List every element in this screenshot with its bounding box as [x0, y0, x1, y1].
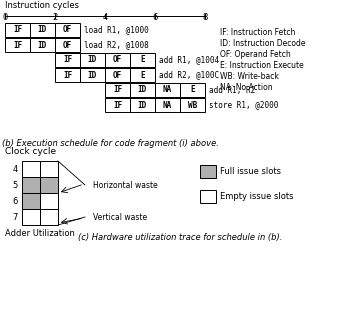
Bar [22, 193, 40, 209]
Text: IF: Instruction Fetch: IF: Instruction Fetch [220, 28, 295, 37]
Bar [5, 23, 30, 37]
Text: Empty issue slots: Empty issue slots [220, 192, 293, 201]
Text: NA: No Action: NA: No Action [220, 83, 273, 92]
Bar [130, 68, 155, 82]
Text: IF: IF [63, 55, 72, 65]
Text: 6: 6 [152, 13, 158, 22]
Bar [55, 38, 80, 52]
Bar [105, 53, 130, 67]
Text: ID: Instruction Decode: ID: Instruction Decode [220, 39, 305, 48]
Text: ID: ID [138, 86, 147, 94]
Bar [155, 98, 180, 112]
Text: OF: OF [63, 26, 72, 34]
Text: ID: ID [138, 100, 147, 110]
Text: WB: WB [188, 100, 197, 110]
Text: IF: IF [13, 26, 22, 34]
Bar [130, 98, 155, 112]
Bar [105, 83, 130, 97]
Bar [40, 193, 58, 209]
Text: E: E [140, 55, 145, 65]
Text: OF: OF [113, 71, 122, 79]
Text: (b) Execution schedule for code fragment (i) above.: (b) Execution schedule for code fragment… [1, 139, 218, 148]
Text: store R1, @2000: store R1, @2000 [209, 100, 278, 110]
Text: 6: 6 [13, 196, 18, 206]
Text: 0: 0 [3, 13, 8, 22]
Text: IF: IF [113, 86, 122, 94]
Bar [155, 83, 180, 97]
Bar [105, 68, 130, 82]
Bar [180, 83, 205, 97]
Bar [22, 209, 40, 225]
Bar [130, 53, 155, 67]
Bar [55, 68, 80, 82]
Text: 2: 2 [52, 13, 58, 22]
Text: Horizontal waste: Horizontal waste [93, 180, 158, 190]
Text: load R1, @1000: load R1, @1000 [84, 26, 149, 34]
Text: 4: 4 [103, 13, 108, 22]
Bar [180, 98, 205, 112]
Text: NA: NA [163, 100, 172, 110]
Text: ID: ID [38, 26, 47, 34]
Bar [40, 161, 58, 177]
Bar [80, 68, 105, 82]
Text: E: E [140, 71, 145, 79]
Text: 5: 5 [13, 180, 18, 190]
Bar [105, 98, 130, 112]
Bar [22, 177, 40, 193]
Bar [200, 190, 216, 203]
Bar [80, 53, 105, 67]
Text: E: E [190, 86, 195, 94]
Bar [200, 165, 216, 178]
Text: WB: Write-back: WB: Write-back [220, 72, 279, 81]
Text: Clock cycle: Clock cycle [5, 147, 56, 156]
Bar [40, 177, 58, 193]
Bar [55, 53, 80, 67]
Text: ID: ID [38, 40, 47, 50]
Text: Full issue slots: Full issue slots [220, 167, 281, 176]
Text: ID: ID [88, 55, 97, 65]
Text: Vertical waste: Vertical waste [93, 213, 147, 221]
Text: NA: NA [163, 86, 172, 94]
Bar [130, 83, 155, 97]
Text: OF: OF [63, 40, 72, 50]
Bar [5, 38, 30, 52]
Text: E: Instruction Execute: E: Instruction Execute [220, 61, 304, 70]
Text: OF: OF [113, 55, 122, 65]
Text: 4: 4 [13, 165, 18, 174]
Text: 8: 8 [202, 13, 208, 22]
Text: add R1, @1004: add R1, @1004 [159, 55, 219, 65]
Text: IF: IF [13, 40, 22, 50]
Bar [40, 209, 58, 225]
Text: IF: IF [113, 100, 122, 110]
Text: load R2, @1008: load R2, @1008 [84, 40, 149, 50]
Bar [55, 23, 80, 37]
Text: OF: Operand Fetch: OF: Operand Fetch [220, 50, 291, 59]
Text: (c) Hardware utilization trace for schedule in (b).: (c) Hardware utilization trace for sched… [78, 233, 282, 242]
Text: add R2, @100C: add R2, @100C [159, 71, 219, 79]
Bar [22, 161, 40, 177]
Text: 7: 7 [13, 213, 18, 221]
Text: add R1, R2: add R1, R2 [209, 86, 255, 94]
Bar [30, 38, 55, 52]
Text: Adder Utilization: Adder Utilization [5, 229, 75, 238]
Text: IF: IF [63, 71, 72, 79]
Text: ID: ID [88, 71, 97, 79]
Bar [30, 23, 55, 37]
Text: Instruction cycles: Instruction cycles [5, 1, 79, 10]
